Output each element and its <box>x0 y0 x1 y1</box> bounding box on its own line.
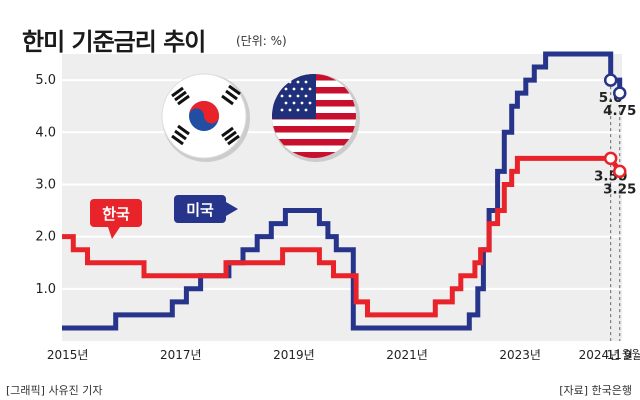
data-label: 4.75 <box>603 103 636 119</box>
data-source: [자료] 한국은행 <box>559 384 632 397</box>
korea-flag-icon <box>161 73 250 162</box>
legend-bubble <box>90 199 142 227</box>
y-tick-label: 5.0 <box>35 73 56 88</box>
end-point-marker <box>603 151 618 166</box>
legend-labels: 한국 미국 <box>90 195 238 239</box>
end-point-marker <box>612 164 627 179</box>
y-axis: 1.0 2.0 3.0 4.0 5.0 <box>35 73 56 297</box>
x-tick-label: 2023년 <box>499 348 541 362</box>
chart-title: 한미 기준금리 추이 <box>22 28 206 56</box>
x-tick-label: 11월 <box>607 348 633 362</box>
y-tick-label: 4.0 <box>35 125 56 140</box>
y-tick-label: 1.0 <box>35 282 56 297</box>
legend-label: 한국 <box>102 205 130 223</box>
legend-label: 미국 <box>186 201 214 219</box>
x-tick-label: 2019년 <box>273 348 315 362</box>
reference-dashes <box>610 80 621 341</box>
legend-bubble-tail <box>108 227 120 239</box>
unit-label: (단위: %) <box>236 34 287 48</box>
y-tick-label: 3.0 <box>35 177 56 192</box>
usa-flag-icon <box>272 74 360 162</box>
end-markers: 5.04.753.503.25 <box>594 73 636 197</box>
x-tick-label: 2015년 <box>47 348 89 362</box>
legend-bubble-tail <box>226 202 238 216</box>
y-tick-label: 2.0 <box>35 230 56 245</box>
x-tick-label: 2017년 <box>160 348 202 362</box>
legend-bubble <box>174 195 226 223</box>
data-label: 3.25 <box>603 181 636 197</box>
series-lines <box>62 51 623 331</box>
rate-chart: 1.0 2.0 3.0 4.0 5.0 2015년 2017년 2019년 2021년 2023… <box>35 51 640 362</box>
end-point-marker <box>603 73 618 87</box>
graphic-credit: [그래픽] 사유진 기자 <box>6 384 103 397</box>
series-line-korea <box>62 155 622 318</box>
end-point-marker <box>612 86 627 100</box>
x-tick-label: 2021년 <box>386 348 428 362</box>
x-tick-label: 2024년 9월 <box>579 348 640 362</box>
